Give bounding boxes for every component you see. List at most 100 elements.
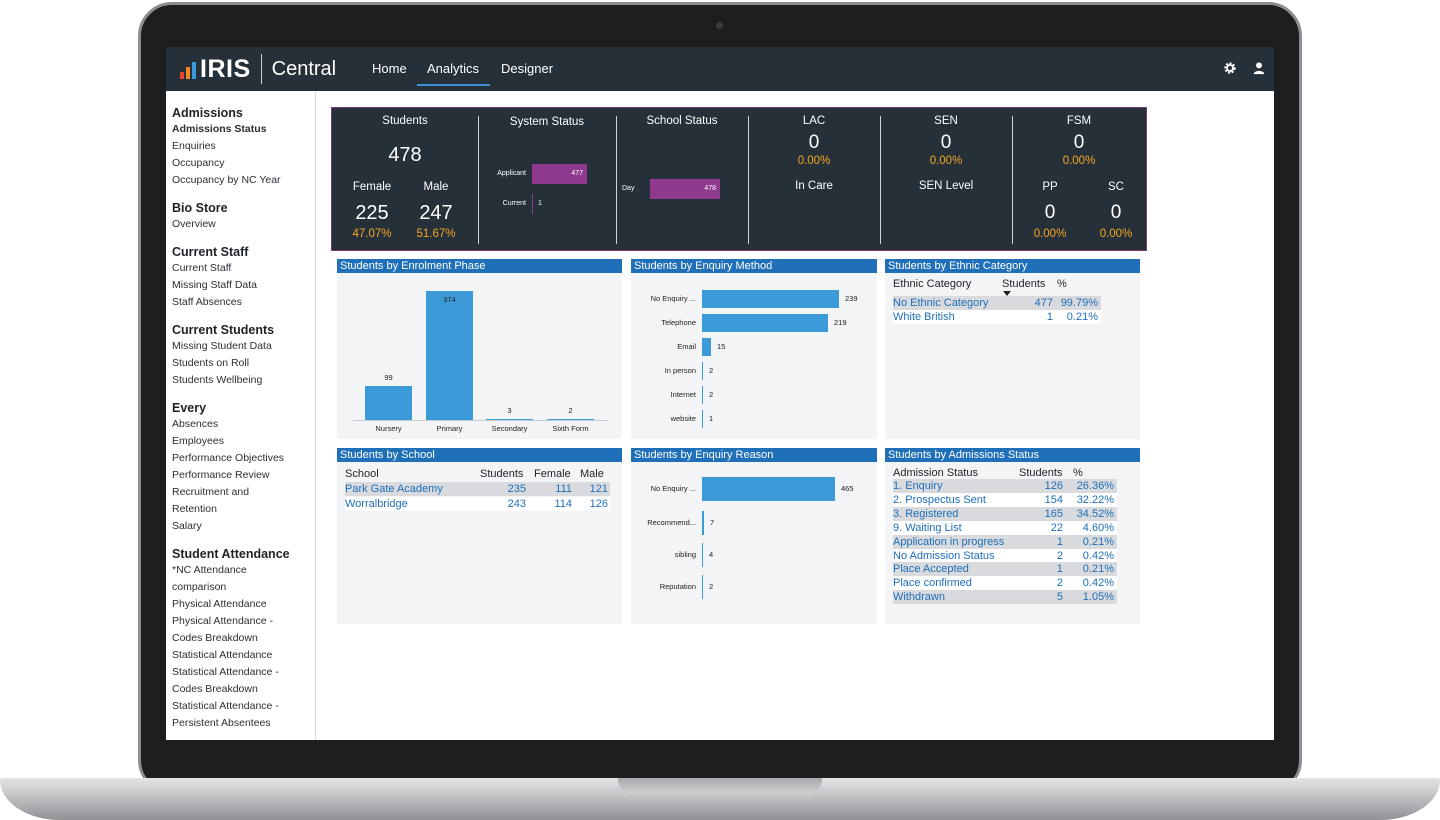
school-status-bar[interactable]: 478: [650, 179, 720, 199]
table-row[interactable]: 9. Waiting List 22 4.60%: [893, 520, 1117, 535]
sidebar-item[interactable]: Enquiries: [172, 140, 216, 152]
chart-bar[interactable]: [702, 543, 703, 567]
kpi-pp-value: 0: [1044, 202, 1056, 223]
table-cell: 22: [1050, 521, 1063, 534]
system-status-bar[interactable]: 477: [532, 164, 587, 184]
kpi-sen-title: SEN: [934, 115, 958, 127]
sidebar-item[interactable]: Students on Roll: [172, 357, 250, 369]
sidebar-item[interactable]: Codes Breakdown: [172, 632, 258, 644]
table-row[interactable]: 2. Prospectus Sent 154 32.22%: [893, 492, 1117, 507]
kpi-male-label: Male: [423, 181, 449, 193]
table-cell: Place confirmed: [893, 577, 972, 590]
kpi-female-pct: 47.07%: [352, 228, 392, 240]
sidebar-item[interactable]: Retention: [172, 503, 217, 515]
sidebar-item[interactable]: Statistical Attendance: [172, 649, 273, 661]
chart-bar[interactable]: [702, 410, 703, 428]
sidebar-item[interactable]: Employees: [172, 435, 224, 447]
sidebar-item[interactable]: Occupancy: [172, 157, 225, 169]
kpi-fsm-pct: 0.00%: [1062, 155, 1096, 167]
sidebar-item[interactable]: Students Wellbeing: [172, 374, 263, 386]
chart-bar[interactable]: [547, 419, 594, 420]
column-header[interactable]: School: [345, 468, 379, 480]
table-row[interactable]: Park Gate Academy 235 111 121: [345, 482, 610, 496]
kpi-female-value: 225: [355, 202, 389, 224]
column-header[interactable]: %: [1057, 278, 1067, 290]
table-row[interactable]: 1. Enquiry 126 26.36%: [893, 479, 1117, 493]
chart-bar[interactable]: [365, 386, 412, 420]
laptop-notch: [618, 778, 822, 794]
bar-value-label: 2: [709, 582, 714, 591]
sidebar-item[interactable]: Salary: [172, 520, 202, 532]
sidebar-item[interactable]: Overview: [172, 218, 216, 230]
panel-enrolment-phase: Students by Enrolment Phase 99 Nursery 374…: [337, 259, 622, 439]
sidebar-item[interactable]: Performance Objectives: [172, 452, 285, 464]
table-row[interactable]: 3. Registered 165 34.52%: [893, 506, 1117, 521]
iris-logo[interactable]: IRIS Central: [180, 54, 337, 84]
sidebar-item[interactable]: Statistical Attendance -: [172, 666, 279, 678]
column-header[interactable]: Students: [1002, 278, 1046, 290]
table-row[interactable]: White British 1 0.21%: [893, 310, 1101, 324]
chart-bar[interactable]: [702, 314, 828, 332]
kpi-male-value: 247: [419, 202, 453, 224]
sidebar-item[interactable]: Staff Absences: [172, 296, 242, 308]
nav-analytics[interactable]: Analytics: [427, 61, 480, 76]
chart-bar[interactable]: [702, 362, 703, 380]
panel-title: Students by Ethnic Category: [885, 259, 1140, 273]
table-row[interactable]: Application in progress 1 0.21%: [893, 534, 1117, 549]
table-row[interactable]: Place Accepted 1 0.21%: [893, 562, 1117, 577]
table-cell: 34.52%: [1076, 507, 1114, 520]
sidebar-item[interactable]: Missing Student Data: [172, 340, 272, 352]
table-cell: 243: [507, 498, 526, 510]
chart-bar[interactable]: [702, 338, 711, 356]
column-header[interactable]: Students: [1019, 467, 1063, 479]
sidebar-item[interactable]: Occupancy by NC Year: [172, 174, 281, 186]
table-row[interactable]: Withdrawn 5 1.05%: [893, 590, 1117, 605]
sidebar-item[interactable]: Current Staff: [172, 262, 232, 274]
sidebar-item[interactable]: Absences: [172, 418, 219, 430]
sidebar-item[interactable]: Physical Attendance -: [172, 615, 273, 627]
table-row[interactable]: Place confirmed 2 0.42%: [893, 576, 1117, 591]
column-header[interactable]: %: [1073, 467, 1083, 479]
sidebar-item[interactable]: comparison: [172, 581, 227, 593]
table-row[interactable]: No Admission Status 2 0.42%: [893, 548, 1117, 563]
chart-bar[interactable]: [702, 477, 835, 501]
chart-bar[interactable]: [702, 386, 703, 404]
sidebar-item[interactable]: Statistical Attendance -: [172, 700, 279, 712]
table-cell: 477: [1034, 297, 1053, 309]
chart-bar[interactable]: [486, 419, 533, 420]
bar-value-label: 2: [709, 390, 714, 399]
sidebar-item[interactable]: Admissions Status: [172, 123, 267, 135]
system-status-bar[interactable]: [532, 194, 533, 214]
sidebar-item[interactable]: Codes Breakdown: [172, 683, 258, 695]
table-row[interactable]: No Ethnic Category 477 99.79%: [893, 296, 1101, 310]
gear-icon[interactable]: [1223, 61, 1237, 75]
nav-home[interactable]: Home: [372, 61, 407, 76]
kpi-lac-value: 0: [808, 132, 820, 153]
product-name: Central: [271, 57, 337, 80]
chart-bar[interactable]: [702, 290, 839, 308]
table-cell: Worralbridge: [345, 498, 408, 510]
chart-bar[interactable]: [702, 575, 703, 599]
chart-bar[interactable]: [426, 291, 473, 420]
column-header[interactable]: Female: [534, 468, 571, 480]
column-header[interactable]: Ethnic Category: [893, 278, 972, 290]
sidebar-item[interactable]: Recruitment and: [172, 486, 250, 498]
sort-desc-icon[interactable]: [1003, 291, 1011, 296]
bar-value-label: 4: [709, 550, 714, 559]
sidebar-item[interactable]: Performance Review: [172, 469, 270, 481]
category-label: Recommend...: [647, 518, 696, 527]
sidebar-item[interactable]: Persistent Absentees: [172, 717, 271, 729]
sidebar-item[interactable]: Physical Attendance: [172, 598, 267, 610]
column-header[interactable]: Students: [480, 468, 524, 480]
sidebar-item[interactable]: Missing Staff Data: [172, 279, 258, 291]
sidebar-item[interactable]: *NC Attendance: [172, 564, 247, 576]
table-row[interactable]: Worralbridge 243 114 126: [345, 497, 610, 511]
user-icon[interactable]: [1252, 61, 1266, 75]
table-cell: 154: [1044, 493, 1063, 506]
column-header[interactable]: Admission Status: [893, 467, 978, 479]
nav-designer[interactable]: Designer: [501, 61, 554, 76]
column-header[interactable]: Male: [580, 468, 604, 480]
category-label: Email: [677, 342, 696, 351]
table-cell: 4.60%: [1082, 521, 1114, 534]
chart-bar[interactable]: [702, 511, 704, 535]
